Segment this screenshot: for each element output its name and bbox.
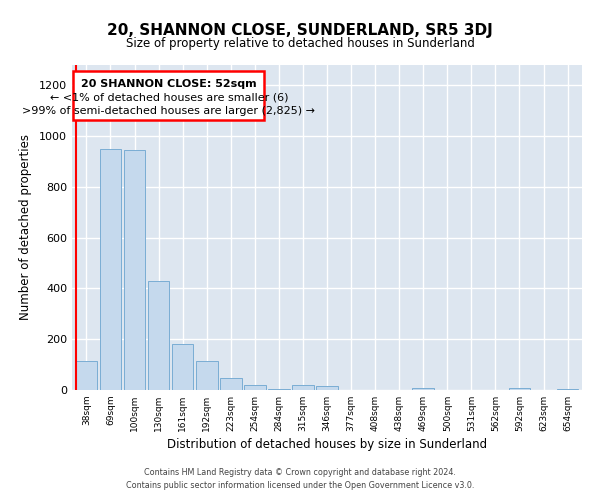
Bar: [148, 282, 169, 390]
Text: Size of property relative to detached houses in Sunderland: Size of property relative to detached ho…: [125, 38, 475, 51]
Bar: [220, 378, 242, 390]
Bar: [412, 388, 434, 390]
Bar: [316, 386, 338, 390]
Text: Contains HM Land Registry data © Crown copyright and database right 2024.
Contai: Contains HM Land Registry data © Crown c…: [126, 468, 474, 490]
Bar: [268, 389, 290, 390]
Text: 20, SHANNON CLOSE, SUNDERLAND, SR5 3DJ: 20, SHANNON CLOSE, SUNDERLAND, SR5 3DJ: [107, 22, 493, 38]
Bar: [124, 150, 145, 390]
Bar: [244, 386, 266, 390]
Y-axis label: Number of detached properties: Number of detached properties: [19, 134, 32, 320]
Bar: [76, 361, 97, 390]
Text: ← <1% of detached houses are smaller (6): ← <1% of detached houses are smaller (6): [50, 92, 288, 102]
X-axis label: Distribution of detached houses by size in Sunderland: Distribution of detached houses by size …: [167, 438, 487, 451]
Bar: [509, 388, 530, 390]
Bar: [172, 344, 193, 390]
Text: >99% of semi-detached houses are larger (2,825) →: >99% of semi-detached houses are larger …: [22, 106, 316, 116]
Bar: [73, 70, 265, 120]
Bar: [196, 362, 218, 390]
Bar: [557, 388, 578, 390]
Bar: [292, 386, 314, 390]
Text: 20 SHANNON CLOSE: 52sqm: 20 SHANNON CLOSE: 52sqm: [81, 79, 257, 89]
Bar: [100, 149, 121, 390]
